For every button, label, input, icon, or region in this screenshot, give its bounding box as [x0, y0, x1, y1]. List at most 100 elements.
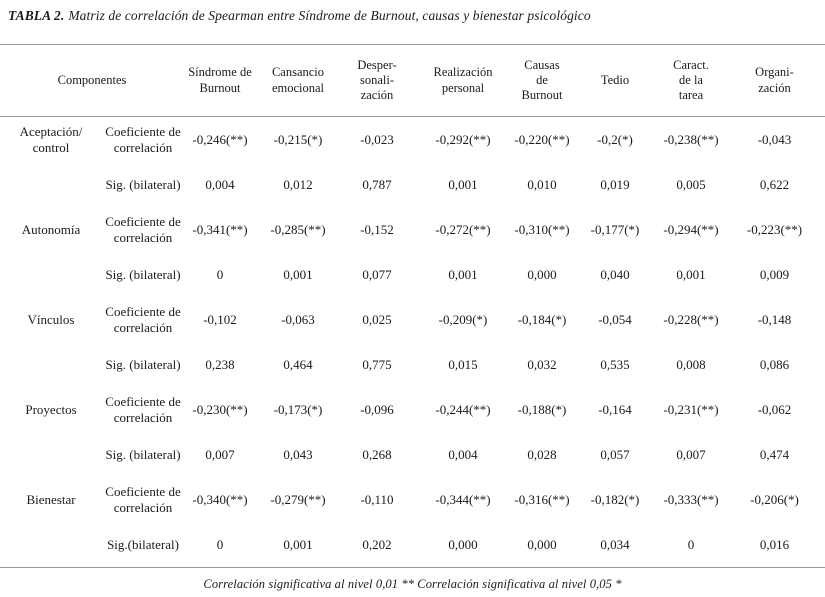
sig-value: 0,005: [676, 176, 706, 192]
coef-row: Proyectos Coeficiente de correlación -0,23…: [0, 387, 825, 432]
coef-value: -0,220(**): [514, 131, 570, 147]
column-header-7: Organi- zación: [755, 65, 794, 95]
sig-row: Sig. (bilateral) 0,007 0,043 0,268 0,004 0,02…: [0, 432, 825, 477]
sig-row: Sig. (bilateral) 0,004 0,012 0,787 0,001 0,01…: [0, 162, 825, 207]
coef-value: -0,340(**): [192, 491, 248, 507]
table-caption: TABLA 2. Matriz de correlación de Spearma…: [0, 0, 825, 44]
sig-value: 0,001: [283, 536, 313, 552]
row-group-spacer: [0, 342, 102, 387]
table-title: Matriz de correlación de Spearman entre …: [68, 8, 591, 23]
sig-value: 0: [216, 266, 224, 282]
coef-value: -0,023: [360, 131, 394, 147]
sig-value: 0,001: [283, 266, 313, 282]
coef-value: -0,294(**): [663, 221, 719, 237]
sig-measure-label: Sig. (bilateral): [105, 266, 181, 282]
coef-value: -0,148: [757, 311, 792, 327]
coef-row: Autonomía Coeficiente de correlación -0,34…: [0, 207, 825, 252]
coef-measure-label: Coeficiente de correlación: [105, 394, 181, 425]
sig-measure-label: Sig. (bilateral): [105, 356, 181, 372]
sig-value: 0,202: [362, 536, 392, 552]
coef-value: -0,279(**): [270, 491, 326, 507]
coef-value: -0,231(**): [663, 401, 719, 417]
sig-value: 0,010: [527, 176, 557, 192]
sig-row: Sig.(bilateral) 0 0,001 0,202 0,000 0,000 0,03…: [0, 522, 825, 568]
sig-value: 0,464: [283, 356, 313, 372]
sig-value: 0,474: [759, 446, 790, 462]
sig-measure-label: Sig.(bilateral): [107, 536, 179, 552]
coef-measure-label: Coeficiente de correlación: [105, 304, 181, 335]
coef-value: -0,177(*): [590, 221, 640, 237]
row-group-spacer: [0, 252, 102, 297]
sig-value: 0,000: [527, 266, 557, 282]
sig-value: 0,001: [448, 266, 478, 282]
coef-measure-label: Coeficiente de correlación: [105, 124, 181, 155]
sig-value: 0,004: [448, 446, 478, 462]
coef-value: -0,188(*): [517, 401, 567, 417]
sig-value: 0,535: [600, 356, 630, 372]
coef-value: -0,063: [281, 311, 315, 327]
sig-value: 0,016: [759, 536, 790, 552]
coef-value: -0,062: [757, 401, 792, 417]
coef-value: -0,164: [598, 401, 632, 417]
coef-value: -0,043: [757, 131, 792, 147]
coef-value: -0,102: [203, 311, 237, 327]
sig-value: 0,001: [448, 176, 478, 192]
coef-value: -0,173(*): [273, 401, 323, 417]
row-group-spacer: [0, 432, 102, 477]
sig-value: 0,034: [600, 536, 630, 552]
column-header-5: Tedio: [600, 72, 630, 87]
column-header-1: Cansancio emocional: [271, 65, 325, 95]
sig-value: 0,622: [759, 176, 790, 192]
sig-measure-label: Sig. (bilateral): [105, 446, 181, 462]
sig-value: 0,057: [600, 446, 630, 462]
sig-value: 0,077: [362, 266, 392, 282]
coef-value: -0,285(**): [270, 221, 326, 237]
coef-value: -0,272(**): [435, 221, 491, 237]
coef-value: -0,244(**): [435, 401, 491, 417]
sig-value: 0,040: [600, 266, 630, 282]
row-group-label: Autonomía: [21, 221, 81, 237]
coef-value: -0,096: [360, 401, 394, 417]
sig-value: 0,019: [600, 176, 630, 192]
coef-value: -0,215(*): [273, 131, 323, 147]
coef-value: -0,152: [360, 221, 394, 237]
sig-value: 0,000: [527, 536, 557, 552]
sig-value: 0,086: [759, 356, 790, 372]
column-header-4: Causas de Burnout: [521, 57, 563, 103]
sig-value: 0,012: [283, 176, 313, 192]
coef-value: -0,230(**): [192, 401, 248, 417]
sig-row: Sig. (bilateral) 0 0,001 0,077 0,001 0,000 0,0…: [0, 252, 825, 297]
significance-note: Correlación significativa al nivel 0,01 …: [203, 577, 622, 591]
coef-value: -0,184(*): [517, 311, 567, 327]
coef-value: 0,025: [362, 311, 392, 327]
sig-value: 0,787: [362, 176, 392, 192]
sig-value: 0: [687, 536, 695, 552]
sig-value: 0,028: [527, 446, 557, 462]
correlation-table: Componentes Síndrome de Burnout Cansancio…: [0, 44, 825, 568]
coef-value: -0,246(**): [192, 131, 248, 147]
coef-value: -0,238(**): [663, 131, 719, 147]
sig-value: 0,268: [362, 446, 392, 462]
sig-value: 0,775: [362, 356, 392, 372]
table-number: TABLA 2.: [8, 8, 65, 23]
coef-value: -0,223(**): [746, 221, 803, 237]
coef-value: -0,341(**): [192, 221, 248, 237]
coef-value: -0,182(*): [590, 491, 640, 507]
coef-measure-label: Coeficiente de correlación: [105, 484, 181, 515]
sig-value: 0,004: [205, 176, 235, 192]
column-header-0: Síndrome de Burnout: [188, 65, 252, 95]
coef-value: -0,228(**): [663, 311, 719, 327]
row-group-label: Vínculos: [27, 311, 75, 327]
sig-row: Sig. (bilateral) 0,238 0,464 0,775 0,015 0,03…: [0, 342, 825, 387]
row-group-label: Proyectos: [25, 401, 77, 417]
sig-value: 0,032: [527, 356, 557, 372]
coef-value: -0,2(*): [597, 131, 633, 147]
column-header-3: Realización personal: [433, 65, 493, 95]
coef-value: -0,209(*): [438, 311, 488, 327]
sig-value: 0,015: [448, 356, 478, 372]
sig-value: 0,008: [676, 356, 706, 372]
coef-row: Vínculos Coeficiente de correlación -0,102…: [0, 297, 825, 342]
sig-value: 0,238: [205, 356, 235, 372]
sig-measure-label: Sig. (bilateral): [105, 176, 181, 192]
